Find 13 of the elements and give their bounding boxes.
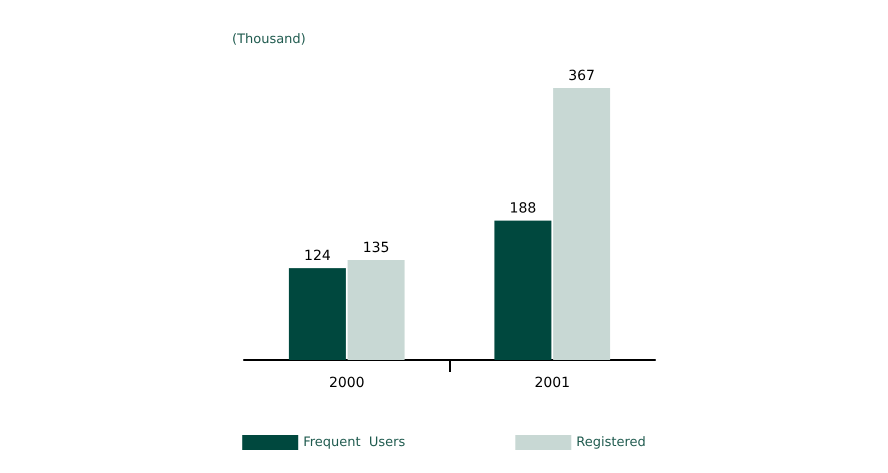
data-label: 367 [568,68,595,84]
x-tick-label: 2000 [328,375,365,391]
y-axis-title: (Thousand) [232,32,306,47]
data-label: 124 [304,248,331,264]
data-label: 135 [362,240,390,256]
legend-label: Registered [576,435,646,450]
bar [494,220,552,360]
data-label: 188 [510,200,536,217]
legend-label: Frequent Users [303,435,406,450]
bar [288,268,346,360]
x-tick-label: 2001 [534,375,570,391]
bar [553,88,610,360]
bar [348,260,405,360]
